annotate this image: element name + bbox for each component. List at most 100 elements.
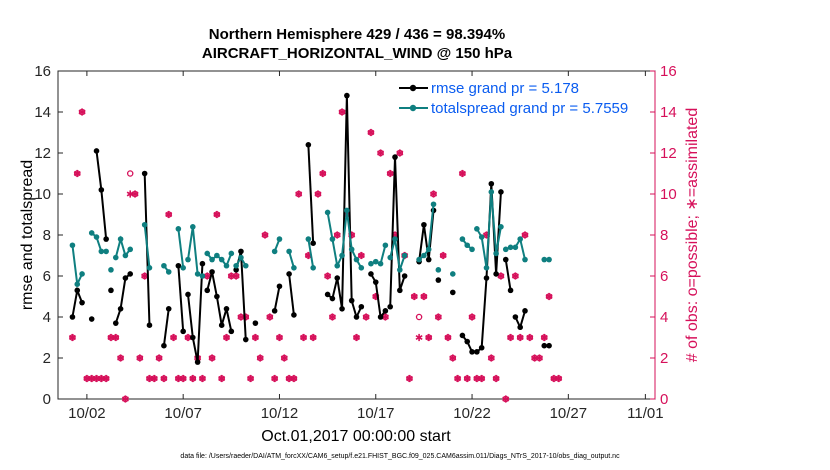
y-left-tick-label: 16 — [34, 63, 51, 80]
rmse-point — [190, 334, 196, 341]
obs-assimilated-marker — [141, 272, 149, 280]
asterisk-stroke — [516, 335, 524, 340]
asterisk-stroke — [333, 232, 341, 238]
asterisk-stroke — [415, 335, 423, 340]
spread-point — [305, 236, 312, 242]
obs-assimilated-marker — [463, 374, 471, 383]
legend: rmse grand pr = 5.178 totalspread grand … — [399, 80, 628, 117]
spread-point — [324, 209, 331, 216]
rmse-point — [344, 92, 350, 99]
rmse-point — [93, 148, 100, 154]
spread-point — [180, 265, 186, 271]
obs-assimilated-marker — [324, 272, 332, 280]
rmse-point — [435, 277, 442, 283]
spread-point — [233, 262, 239, 269]
obs-assimilated-marker — [78, 108, 86, 116]
spread-point — [88, 230, 95, 236]
asterisk-stroke — [357, 253, 365, 258]
y-left-tick-label: 12 — [34, 145, 51, 162]
asterisk-stroke — [362, 314, 370, 320]
obs-assimilated-marker — [251, 333, 259, 342]
rmse-point — [74, 287, 81, 294]
rmse-point — [449, 289, 456, 296]
legend-rmse-label: rmse grand pr = 5.178 — [431, 80, 579, 97]
spread-point — [421, 252, 427, 259]
asterisk-stroke — [280, 355, 288, 361]
y-left-tick-label: 8 — [43, 227, 51, 244]
rmse-point — [127, 271, 134, 277]
spread-line — [187, 226, 203, 277]
rmse-point — [459, 332, 466, 339]
x-tick-label: 10/22 — [453, 405, 491, 422]
rmse-point — [329, 295, 336, 302]
obs-assimilated-marker — [314, 190, 322, 198]
obs-assimilated-marker — [165, 210, 173, 219]
y-left-tick-label: 4 — [43, 309, 51, 326]
spread-point — [348, 246, 355, 253]
spread-point — [223, 262, 230, 269]
spread-point — [358, 265, 365, 271]
asterisk-stroke — [102, 376, 110, 381]
obs-assimilated-marker — [367, 128, 375, 137]
obs-assimilated-marker — [507, 333, 515, 342]
rmse-point — [392, 154, 398, 160]
rmse-point — [141, 170, 148, 177]
asterisk-stroke — [492, 376, 500, 381]
asterisk-stroke — [117, 355, 125, 361]
obs-assimilated-marker — [434, 313, 442, 321]
spread-point — [79, 271, 85, 277]
spread-point — [488, 189, 495, 195]
spread-point — [401, 252, 408, 259]
spread-point — [416, 256, 422, 263]
obs-assimilated-marker — [540, 333, 548, 342]
legend-rmse-marker — [409, 84, 417, 92]
obs-assimilated-marker — [131, 190, 139, 198]
obs-assimilated-marker — [256, 354, 264, 362]
spread-point — [228, 250, 235, 257]
rmse-point — [464, 338, 471, 345]
rmse-line — [389, 157, 406, 307]
spread-point — [392, 236, 398, 242]
rmse-point — [382, 308, 389, 314]
obs-assimilated-marker — [381, 313, 389, 321]
rmse-line — [206, 271, 233, 332]
rmse-point — [493, 271, 499, 277]
obs-assimilated-marker — [300, 333, 308, 342]
asterisk-stroke — [309, 335, 317, 340]
obs-assimilated-marker — [189, 374, 197, 383]
obs-assimilated-marker — [458, 169, 466, 178]
obs-assimilated-marker — [155, 354, 163, 362]
y-left-tick-label: 6 — [43, 268, 51, 285]
rmse-point — [180, 328, 186, 335]
rmse-line — [162, 308, 170, 346]
rmse-point — [305, 142, 312, 148]
obs-possible-marker — [126, 170, 134, 177]
spread-point — [397, 267, 403, 273]
obs-assimilated-marker — [198, 374, 206, 383]
asterisk-stroke — [405, 376, 413, 381]
spread-point — [478, 234, 485, 240]
rmse-point — [117, 306, 124, 312]
asterisk-stroke — [386, 171, 394, 176]
rmse-point — [291, 312, 297, 318]
asterisk-stroke — [179, 376, 187, 381]
obs-assimilated-marker — [121, 395, 129, 403]
spread-point — [425, 246, 432, 253]
asterisk-stroke — [112, 335, 120, 340]
obs-assimilated-marker — [492, 374, 500, 383]
asterisk-stroke — [136, 355, 144, 361]
spread-point — [512, 244, 519, 251]
obs-assimilated-marker — [218, 374, 226, 383]
asterisk-stroke — [78, 109, 86, 115]
obs-assimilated-marker — [377, 149, 385, 157]
y-left-tick-label: 0 — [43, 391, 51, 408]
rmse-point — [358, 303, 365, 310]
rmse-point — [512, 314, 519, 320]
rmse-point — [242, 336, 249, 343]
obs-assimilated-marker — [266, 313, 274, 321]
spread-line — [418, 204, 435, 261]
rmse-point — [541, 342, 548, 349]
chart-title: Northern Hemisphere 429 / 436 = 98.394% — [209, 26, 505, 43]
obs-assimilated-marker — [439, 251, 447, 260]
rmse-point — [478, 344, 485, 351]
